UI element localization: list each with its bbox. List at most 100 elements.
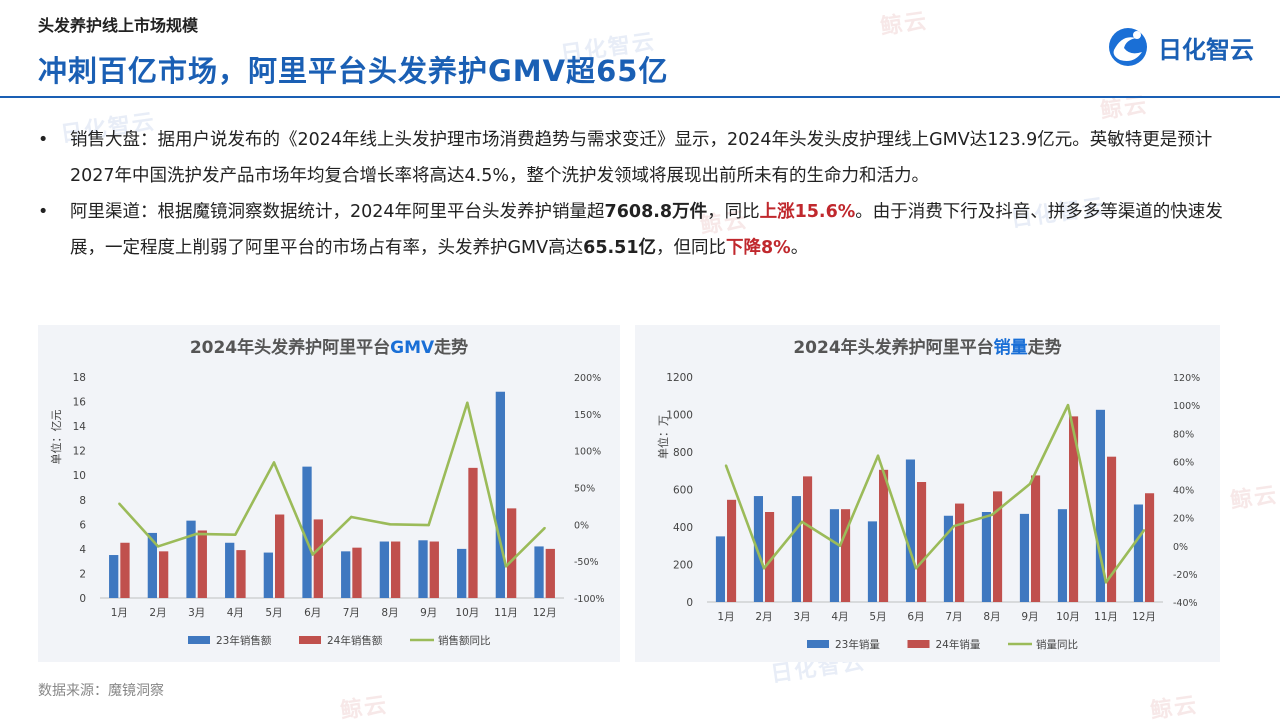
legend-label: 24年销量 <box>936 638 981 651</box>
y-tick-label: 0 <box>79 593 86 605</box>
gmv-chart-panel: 2024年头发养护阿里平台GMV走势 0 2 4 6 8 10 12 14 16 18 -100% -… <box>38 325 620 662</box>
y2-tick-label: 150% <box>574 410 601 421</box>
line-point <box>311 553 314 556</box>
x-tick-label: 12月 <box>1132 611 1156 623</box>
bar <box>765 512 775 602</box>
y-tick-label: 400 <box>673 522 693 534</box>
x-tick-label: 6月 <box>907 611 924 623</box>
legend-label: 24年销售额 <box>327 634 383 647</box>
highlight-sales-volume: 7608.8万件 <box>604 202 708 222</box>
header: 头发养护线上市场规模 冲刺百亿市场，阿里平台头发养护GMV超65亿 日化智云 <box>0 0 1280 98</box>
y-tick-label: 1000 <box>666 410 693 422</box>
bullet-list: • 销售大盘：据用户说发布的《2024年线上头发护理市场消费趋势与需求变迁》显示… <box>38 122 1248 266</box>
bar <box>275 514 285 598</box>
bar <box>841 509 851 602</box>
highlight-yoy-up: 上涨15.6% <box>759 202 856 222</box>
bar <box>1095 409 1105 602</box>
bullet-text: 阿里渠道：根据魔镜洞察数据统计，2024年阿里平台头发养护销量超 <box>70 202 605 222</box>
bar <box>791 496 801 602</box>
bar <box>1133 504 1143 602</box>
legend-label: 销量同比 <box>1036 638 1078 651</box>
x-tick-label: 10月 <box>1056 611 1080 623</box>
bar <box>468 467 478 598</box>
bar <box>981 512 991 602</box>
y-tick-label: 1200 <box>666 372 693 384</box>
y-tick-label: 6 <box>79 519 86 531</box>
y2-tick-label: -40% <box>1173 598 1198 609</box>
line-point <box>838 544 842 547</box>
yoy-line <box>724 403 1146 584</box>
y-tick-label: 16 <box>73 397 87 409</box>
bar <box>313 519 323 598</box>
volume-chart-panel: 2024年头发养护阿里平台销量走势 0 200 400 600 800 1000 1200 -… <box>635 325 1220 662</box>
watermark: 鲸云 <box>338 692 390 725</box>
x-tick-label: 4月 <box>227 607 244 619</box>
y2-tick-label: 100% <box>574 447 601 458</box>
y2-tick-label: 100% <box>1173 401 1200 412</box>
chart-title-highlight: 销量 <box>993 338 1028 358</box>
bar <box>352 547 362 598</box>
data-source: 数据来源：魔镜洞察 <box>38 683 164 699</box>
line-point <box>118 502 121 505</box>
line-point <box>1104 581 1108 584</box>
logo-icon <box>1109 28 1147 66</box>
legend-swatch <box>188 636 210 644</box>
bar <box>225 542 235 598</box>
line-point <box>388 523 392 526</box>
bar <box>753 496 763 602</box>
bar <box>341 551 351 598</box>
y-tick-label: 10 <box>73 470 86 482</box>
x-tick-label: 3月 <box>188 607 205 619</box>
y-tick-label: 12 <box>73 446 86 458</box>
bullet-text: ，同比 <box>707 202 760 222</box>
line-point <box>762 567 766 570</box>
y2-tick-label: -100% <box>574 594 605 605</box>
bar <box>867 521 877 602</box>
x-tick-label: 7月 <box>945 611 962 623</box>
bar <box>1057 509 1067 602</box>
bullet-text: ，但同比 <box>656 238 726 258</box>
x-tick-label: 11月 <box>494 607 518 619</box>
bullet-marker: • <box>38 202 49 222</box>
y2-tick-label: 80% <box>1173 429 1194 440</box>
bar <box>159 551 169 598</box>
line-point <box>195 532 198 536</box>
chart-title-prefix: 2024年头发养护阿里平台 <box>793 338 994 358</box>
y-tick-label: 8 <box>79 495 86 507</box>
y-tick-label: 4 <box>79 544 86 556</box>
gmv-chart: 0 2 4 6 8 10 12 14 16 18 -100% -50% 0% 50% 100% 150% 200… <box>49 372 605 647</box>
watermark: 鲸云 <box>1228 482 1280 515</box>
x-tick-label: 9月 <box>1021 611 1038 623</box>
bar <box>829 509 839 602</box>
bar <box>186 520 196 598</box>
legend-swatch <box>907 640 930 648</box>
chart-title-prefix: 2024年头发养护阿里平台 <box>189 338 391 358</box>
line-point <box>1066 403 1070 407</box>
line-point <box>800 520 804 524</box>
line-point <box>234 533 237 536</box>
bar <box>197 530 207 598</box>
bar <box>391 541 401 598</box>
logo-text: 日化智云 <box>1158 35 1254 64</box>
bar <box>429 541 439 598</box>
y2-tick-label: 0% <box>574 520 589 531</box>
line-point <box>1142 529 1146 532</box>
x-tick-label: 3月 <box>793 611 810 623</box>
line-point <box>543 526 546 530</box>
y-tick-label: 14 <box>73 421 87 433</box>
bar <box>955 503 965 602</box>
header-divider <box>0 96 1280 98</box>
y2-tick-label: 40% <box>1173 486 1194 497</box>
y-tick-label: 600 <box>673 485 693 497</box>
line-point <box>990 513 994 517</box>
bullet-sales-market: • 销售大盘：据用户说发布的《2024年线上头发护理市场消费趋势与需求变迁》显示… <box>38 122 1248 194</box>
bar <box>1031 475 1041 602</box>
chart-title-suffix: 走势 <box>1027 338 1062 358</box>
x-tick-label: 11月 <box>1094 611 1118 623</box>
line-point <box>504 565 508 568</box>
y2-tick-label: -20% <box>1173 570 1198 581</box>
bullet-ali-channel: • 阿里渠道：根据魔镜洞察数据统计，2024年阿里平台头发养护销量超7608.8… <box>38 194 1248 266</box>
bar <box>545 548 555 598</box>
bar <box>803 476 813 602</box>
bar <box>917 482 927 602</box>
